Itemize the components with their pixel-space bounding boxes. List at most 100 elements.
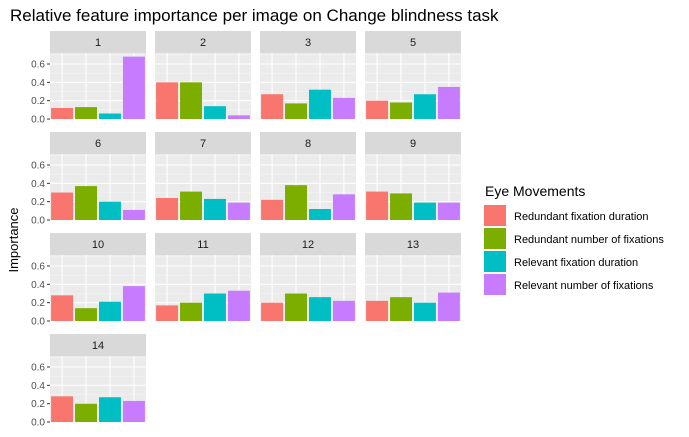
bar (309, 297, 331, 321)
facet-strip (50, 334, 146, 356)
y-tick-label: 0.2 (31, 197, 45, 208)
bar (204, 106, 226, 119)
bar (51, 192, 74, 220)
bar (332, 300, 355, 321)
bar (414, 302, 436, 321)
bar (75, 308, 97, 321)
y-tick-label: 0.0 (31, 115, 45, 126)
bar (156, 82, 179, 119)
facet-strip-label: 6 (95, 138, 101, 150)
bar (309, 209, 331, 220)
facet-strip-label: 2 (200, 37, 206, 49)
bar (261, 199, 284, 220)
y-tick-label: 0.6 (31, 60, 45, 71)
facet-panels: 1 0.0 0.2 0.4 0.6 2 3 5 6 0.0 0.2 0.4 0.6 7 8 9 10 0.0 0.2… (31, 31, 461, 429)
facet-panel: 13 (365, 233, 461, 322)
facet-panel: 6 0.0 0.2 0.4 0.6 (31, 132, 146, 227)
bar (180, 191, 202, 220)
facet-strip (155, 233, 251, 255)
legend-label: Relevant number of fixations (514, 280, 654, 292)
facet-panel: 1 0.0 0.2 0.4 0.6 (31, 31, 146, 126)
bar (75, 186, 97, 220)
bar (390, 102, 412, 119)
bar (156, 198, 179, 220)
bar (285, 103, 307, 119)
legend-label: Redundant number of fixations (514, 234, 664, 246)
bar (366, 191, 389, 220)
facet-strip (155, 132, 251, 154)
facet-panel: 5 (365, 31, 461, 120)
bar (99, 201, 121, 220)
bar (227, 290, 250, 321)
y-tick-label: 0.0 (31, 216, 45, 227)
facet-panel: 10 0.0 0.2 0.4 0.6 (31, 233, 146, 328)
bar (156, 305, 179, 321)
legend-key (484, 228, 506, 249)
bar (51, 295, 74, 321)
legend-key (484, 205, 506, 226)
bar (180, 302, 202, 321)
bar (99, 301, 121, 321)
facet-strip-label: 3 (305, 37, 311, 49)
bar (99, 113, 121, 119)
facet-strip-label: 9 (410, 138, 416, 150)
facet-panel: 3 (260, 31, 356, 120)
facet-strip-label: 11 (197, 239, 208, 251)
facet-panel: 12 (260, 233, 356, 322)
legend-label: Relevant fixation duration (514, 257, 638, 269)
bar (309, 89, 331, 119)
bar (437, 202, 460, 220)
facet-strip (365, 31, 461, 53)
facet-strip (260, 132, 356, 154)
facet-panel: 8 (260, 132, 356, 221)
facet-panel: 9 (365, 132, 461, 221)
facet-strip (155, 31, 251, 53)
bar (285, 293, 307, 321)
bar (204, 198, 226, 220)
chart-title: Relative feature importance per image on… (10, 6, 499, 25)
bar (180, 82, 202, 119)
facet-strip-label: 12 (302, 239, 314, 251)
facet-strip-label: 5 (410, 37, 416, 49)
facet-strip-label: 13 (407, 239, 419, 251)
y-tick-label: 0.2 (31, 399, 45, 410)
bar (390, 193, 412, 220)
facet-strip (260, 31, 356, 53)
bar (261, 94, 284, 119)
bar (227, 202, 250, 220)
bar (366, 100, 389, 119)
bar (122, 56, 145, 119)
facet-strip-label: 7 (200, 138, 206, 150)
bar (122, 209, 145, 220)
facet-strip-label: 10 (92, 239, 104, 251)
bar (332, 97, 355, 119)
y-tick-label: 0.0 (31, 317, 45, 328)
bar (332, 194, 355, 220)
bar (414, 94, 436, 119)
legend: Eye Movements Redundant fixation duratio… (484, 183, 664, 295)
bar (261, 302, 284, 321)
y-axis-label: Importance (6, 207, 21, 272)
legend-key (484, 251, 506, 272)
bar (437, 86, 460, 119)
y-tick-label: 0.0 (31, 418, 45, 429)
facet-strip (50, 132, 146, 154)
facet-strip (260, 233, 356, 255)
bar (122, 286, 145, 321)
facet-panel: 7 (155, 132, 251, 221)
facet-panel: 14 0.0 0.2 0.4 0.6 (31, 334, 146, 429)
y-tick-label: 0.6 (31, 363, 45, 374)
y-tick-label: 0.4 (31, 78, 45, 89)
y-tick-label: 0.4 (31, 179, 45, 190)
y-tick-label: 0.2 (31, 96, 45, 107)
facet-strip-label: 1 (95, 37, 101, 49)
bar (51, 396, 74, 422)
facet-panel: 11 (155, 233, 251, 322)
y-tick-label: 0.2 (31, 298, 45, 309)
bar (366, 300, 389, 321)
legend-label: Redundant fixation duration (514, 211, 649, 223)
facet-strip (50, 233, 146, 255)
bar (204, 293, 226, 321)
facet-panel: 2 (155, 31, 251, 120)
